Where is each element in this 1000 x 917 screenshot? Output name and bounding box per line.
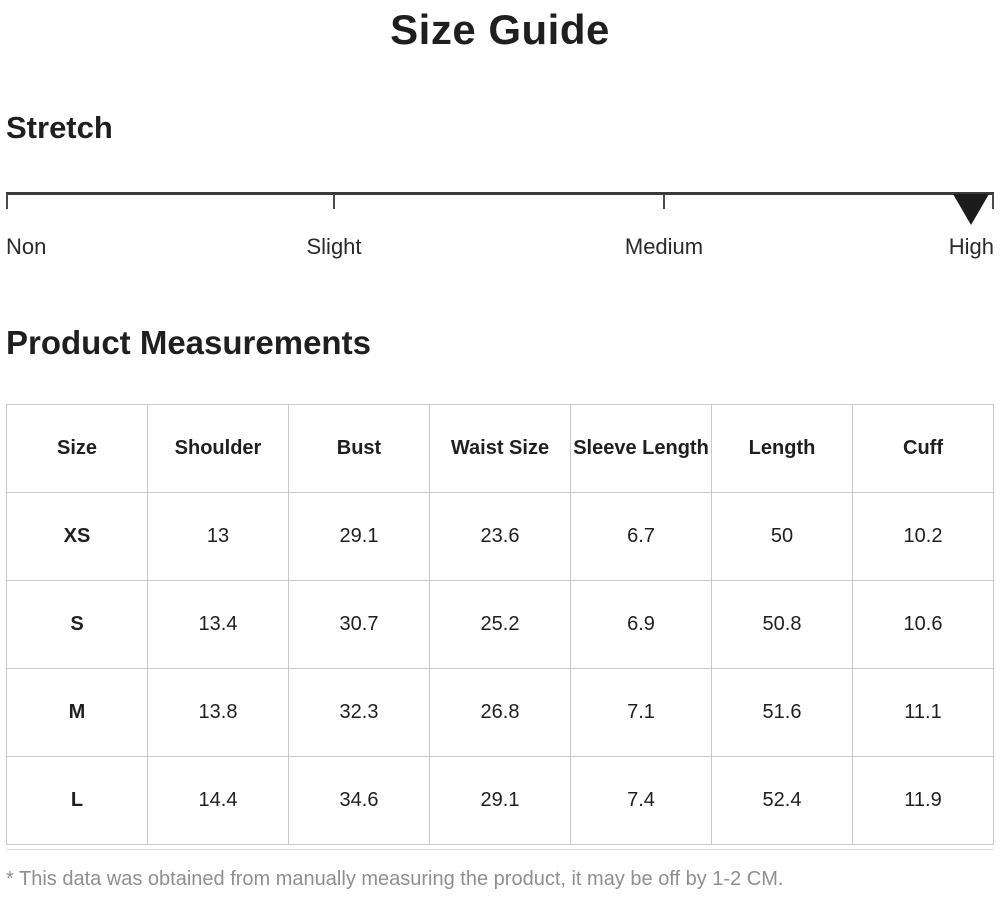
measurement-cell: 10.2 [852,492,994,581]
measurement-cell: 23.6 [429,492,571,581]
measurement-cell: 30.7 [288,580,430,669]
measurement-cell: 14.4 [147,756,289,845]
column-header: Length [711,404,853,493]
measurement-cell: 10.6 [852,580,994,669]
table-row: S 13.4 30.7 25.2 6.9 50.8 10.6 [6,580,994,669]
size-cell: M [6,668,148,757]
measurements-section: Product Measurements Size Shoulder Bust Wai… [6,324,994,845]
page-title: Size Guide [390,6,610,53]
stretch-scale-labels: Non Slight Medium High [6,234,994,262]
stretch-section: Stretch Non Slight Medium High [6,110,994,262]
size-table-body: XS 13 29.1 23.6 6.7 50 10.2 S 13.4 30.7 25.2 6.9 50.… [6,492,994,845]
measurement-cell: 51.6 [711,668,853,757]
measurement-cell: 29.1 [288,492,430,581]
stretch-heading: Stretch [6,110,113,145]
measurement-cell: 29.1 [429,756,571,845]
column-header: Shoulder [147,404,289,493]
scale-tick-non [6,194,8,209]
column-header: Waist Size [429,404,571,493]
header-row: Size Shoulder Bust Waist Size Sleeve Length L… [6,404,994,493]
stretch-marker-triangle-down-icon [953,194,990,225]
table-row: XS 13 29.1 23.6 6.7 50 10.2 [6,492,994,581]
measurement-cell: 52.4 [711,756,853,845]
size-cell: L [6,756,148,845]
scale-tick-medium [663,194,665,209]
measurement-cell: 26.8 [429,668,571,757]
measurement-cell: 7.4 [570,756,712,845]
measurement-cell: 25.2 [429,580,571,669]
column-header: Size [6,404,148,493]
stretch-scale [6,192,994,228]
size-table: Size Shoulder Bust Waist Size Sleeve Length L… [6,404,994,845]
scale-label-high: High [948,234,994,259]
measurement-disclaimer: * This data was obtained from manually m… [6,849,994,891]
size-cell: XS [6,492,148,581]
column-header: Bust [288,404,430,493]
scale-label-non: Non [6,234,47,259]
table-row: L 14.4 34.6 29.1 7.4 52.4 11.9 [6,756,994,845]
measurement-cell: 50.8 [711,580,853,669]
measurement-cell: 11.1 [852,668,994,757]
measurement-cell: 11.9 [852,756,994,845]
measurement-cell: 7.1 [570,668,712,757]
measurement-cell: 32.3 [288,668,430,757]
measurement-cell: 50 [711,492,853,581]
column-header: Cuff [852,404,994,493]
measurement-cell: 13 [147,492,289,581]
table-row: M 13.8 32.3 26.8 7.1 51.6 11.1 [6,668,994,757]
column-header: Sleeve Length [570,404,712,493]
size-table-head: Size Shoulder Bust Waist Size Sleeve Length L… [6,404,994,493]
scale-line [6,192,994,195]
measurement-cell: 13.8 [147,668,289,757]
product-measurements-heading: Product Measurements [6,324,371,361]
scale-label-medium: Medium [624,234,704,259]
measurement-cell: 13.4 [147,580,289,669]
measurement-cell: 34.6 [288,756,430,845]
scale-label-slight: Slight [306,234,362,259]
scale-tick-slight [333,194,336,209]
measurement-cell: 6.7 [570,492,712,581]
scale-tick-high [992,194,994,209]
measurement-cell: 6.9 [570,580,712,669]
size-cell: S [6,580,148,669]
